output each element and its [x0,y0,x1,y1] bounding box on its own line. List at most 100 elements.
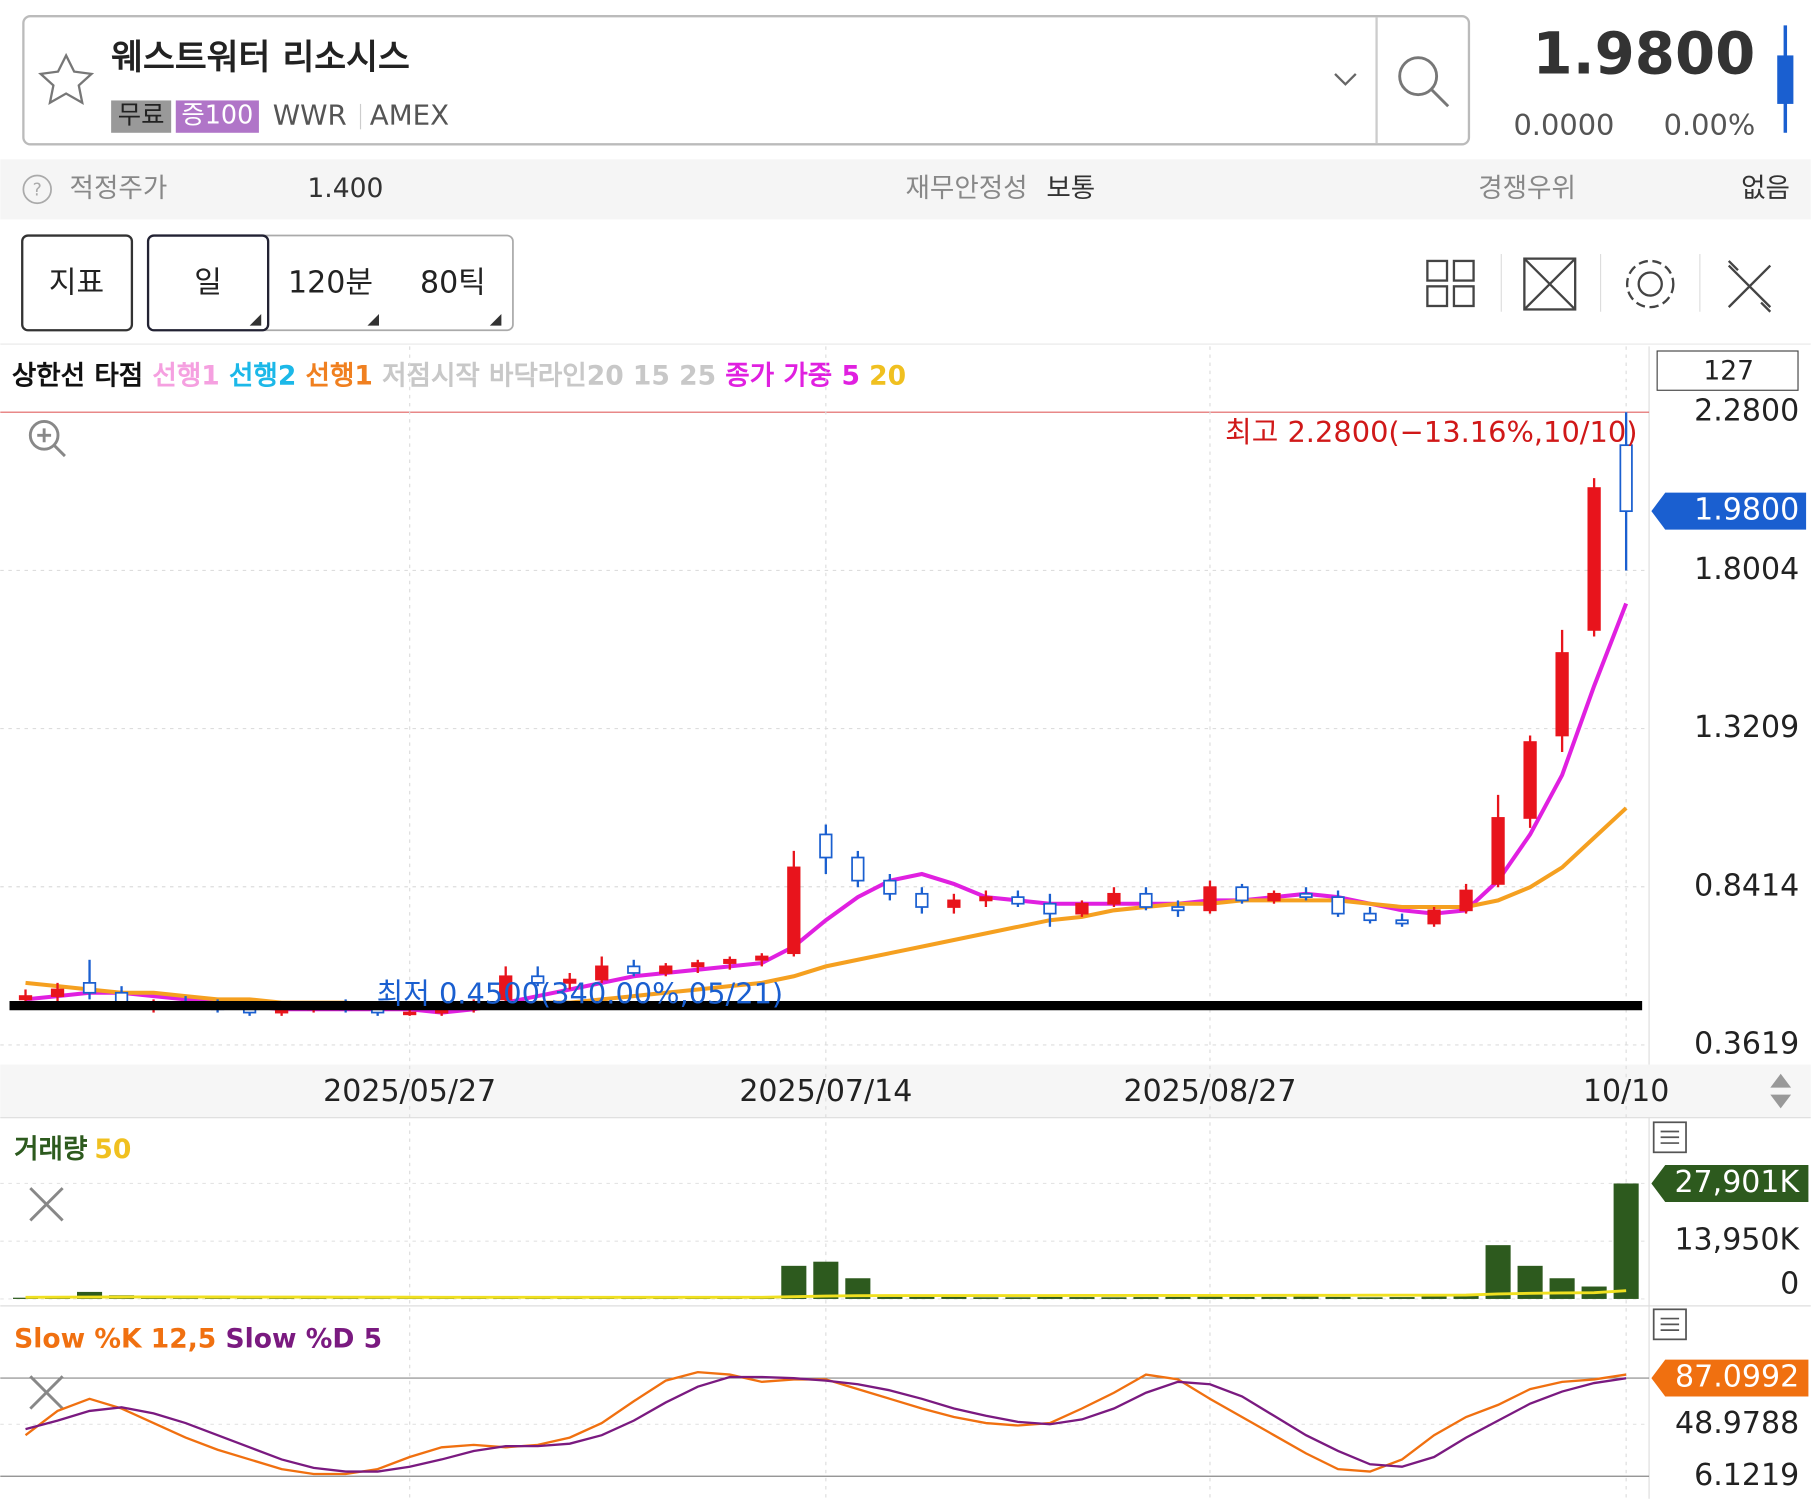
button-label: 일 [194,266,222,301]
candle-body [1588,488,1600,630]
volume-bar [781,1266,806,1299]
legend-item: 선행2 [220,360,297,391]
candle-body [1460,891,1472,911]
price-bar [1777,55,1793,103]
y-tick-label: 0.3619 [1694,1026,1799,1061]
volume-bar [173,1298,198,1299]
volume-bar [1293,1296,1318,1298]
candle-body [756,956,768,959]
candle-body [1492,818,1504,884]
volume-bar [1325,1297,1350,1299]
high-annotation: 최고 2.2800(−13.16%,10/10) [1225,415,1637,449]
change: 0.0000 [1513,108,1614,142]
candle-body [724,960,736,963]
volume-bar [1069,1297,1094,1299]
candle-body [20,996,32,999]
help-icon: ? [33,181,42,201]
volume-bar [1550,1278,1575,1299]
legend-item: 20 [860,360,906,391]
y-tick-label: 48.9788 [1675,1406,1799,1441]
volume-bar [1037,1297,1062,1299]
volume-bar [1229,1297,1254,1299]
candle-body [820,834,832,857]
candle-body [788,867,800,953]
candle-body [980,897,992,900]
y-tick-label: 1.8004 [1694,552,1799,587]
info-label: 재무안정성 [906,173,1028,204]
legend-item: 저점시작 바닥라인20 15 25 [373,360,716,391]
stoch-k-title: Slow %K 12,5 [14,1323,216,1354]
candle-body [692,963,704,966]
volume-bar [973,1297,998,1299]
low-annotation: 최저 0.4500(340.00%,05/21) [377,976,784,1010]
y-tick-label: 13,950K [1674,1223,1800,1258]
info-value: 1.400 [307,173,383,204]
candle-body [852,858,864,881]
candle-body [1108,894,1120,904]
candle-body [884,881,896,894]
toolbar-icons[interactable] [1427,259,1770,312]
candle-body [52,989,64,996]
candle-body [948,900,960,907]
y-tick-label: 6.1219 [1694,1458,1799,1493]
candle-body [1428,910,1440,923]
change-pct: 0.00% [1664,108,1756,142]
volume-bar [1005,1297,1030,1299]
close-volume[interactable] [30,1188,62,1220]
count: 127 [1703,355,1754,386]
x-tick-label: 2025/07/14 [739,1074,912,1109]
menu-icon[interactable] [1654,1309,1686,1339]
price: 1.9800 [1533,19,1756,87]
ticker: WWR [273,99,347,132]
candle-body [916,894,928,907]
y-tick-label: 27,901K [1674,1165,1800,1200]
menu-icon[interactable] [1654,1122,1686,1152]
y-tick-label: 1.3209 [1694,710,1799,745]
stock-title: 웨스트워터 리소시스 [111,38,410,78]
candle-body [84,983,96,993]
y-tick-label: 0.8414 [1694,868,1799,903]
volume-param: 50 [94,1133,131,1164]
candle-body [1620,445,1632,511]
close-stoch[interactable] [30,1376,62,1408]
button-label[interactable]: 120분 [288,266,373,301]
candle-body [1300,894,1312,897]
legend-item: 선행1 [143,360,220,391]
badge: 무료 [118,100,165,130]
button-label[interactable]: 80틱 [420,266,486,301]
candle-body [1524,742,1536,818]
candle-body [1556,653,1568,735]
volume-title: 거래량 [14,1133,87,1164]
current-price: 1.9800 [1694,493,1799,528]
volume-bar [1261,1297,1286,1299]
candle-body [1076,904,1088,914]
candle-body [1012,897,1024,904]
legend-item: 종가 가중 5 [716,360,860,391]
candle-body [1236,887,1248,900]
candle-body [1204,887,1216,910]
candle-body [1140,894,1152,907]
x-tick-label: 2025/08/27 [1123,1074,1296,1109]
volume-bar [813,1262,838,1299]
candle-body [628,966,640,973]
volume-bar [941,1297,966,1299]
volume-bar [1165,1297,1190,1299]
x-tick-label: 10/10 [1583,1074,1670,1109]
candle-body [404,1013,416,1015]
volume-bar [1422,1296,1447,1298]
y-tick-label: 0 [1780,1267,1799,1302]
volume-bar [1133,1297,1158,1299]
button-label: 지표 [49,266,104,301]
zoom-in [37,428,65,456]
candle-body [1364,914,1376,921]
volume-bar [1101,1297,1126,1299]
volume-bar [1390,1297,1415,1299]
candle-body [1172,907,1184,910]
y-tick-label: 2.2800 [1694,394,1799,429]
legend-item: 상한선 타점 [12,360,143,391]
candle-body [1332,897,1344,913]
